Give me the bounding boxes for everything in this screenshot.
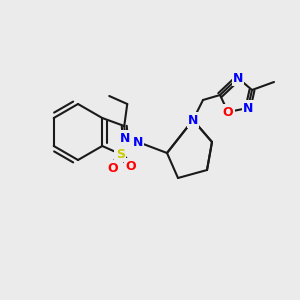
Text: N: N [188,113,198,127]
Text: N: N [243,101,253,115]
Text: S: S [116,148,125,160]
Text: N: N [233,71,243,85]
Text: N: N [133,136,143,148]
Text: O: O [125,160,136,172]
Text: N: N [120,131,130,145]
Text: O: O [107,161,118,175]
Text: O: O [223,106,233,118]
